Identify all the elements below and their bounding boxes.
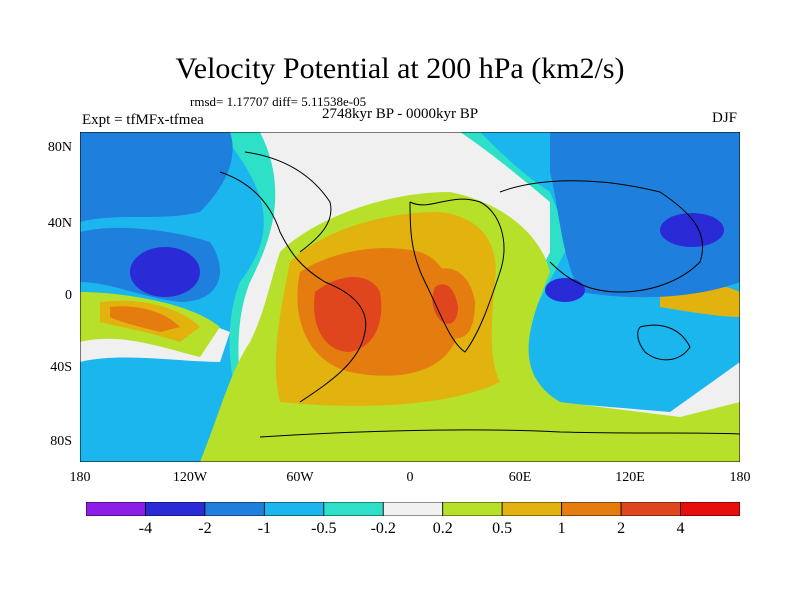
- colorbar-label: -2: [198, 520, 212, 537]
- lon-tick-120e: 120E: [615, 470, 645, 485]
- colorbar: [86, 502, 740, 516]
- colorbar-label: 2: [617, 520, 626, 537]
- colorbar-swatch: [501, 502, 563, 516]
- lon-tick-180w: 180: [69, 470, 91, 485]
- colorbar-label: 0.5: [492, 520, 513, 537]
- coastlines: [219, 151, 740, 438]
- map-title: Velocity Potential at 200 hPa (km2/s): [175, 52, 625, 85]
- contour-minimum-west-pacific: [660, 213, 724, 247]
- contour-minimum-pacific: [130, 247, 200, 297]
- colorbar-label: -0.2: [370, 520, 396, 537]
- season-label: DJF: [712, 110, 738, 126]
- lon-tick-180e: 180: [729, 470, 751, 485]
- colorbar-swatch: [680, 502, 740, 516]
- colorbar-label: -4: [138, 520, 153, 537]
- period-label: 2748kyr BP - 0000kyr BP: [322, 106, 479, 122]
- stats-label: rmsd= 1.17707 diff= 5.11538e-05: [190, 94, 367, 109]
- lon-tick-60w: 60W: [286, 470, 314, 485]
- colorbar-label: 4: [676, 520, 685, 537]
- colorbar-swatch: [263, 502, 325, 516]
- contour-negative-ne: [550, 132, 740, 298]
- colorbar-swatch: [561, 502, 622, 516]
- experiment-label: Expt = tfMFx-tfmea: [82, 112, 204, 128]
- contour-minimum-indian: [545, 278, 585, 302]
- colorbar-swatch: [442, 502, 503, 516]
- colorbar-swatch: [145, 502, 206, 516]
- colorbar-label: -1: [257, 520, 272, 537]
- lat-tick-40s: 40S: [50, 360, 72, 375]
- contour-positive-west-high: [110, 306, 180, 332]
- colorbar-swatch: [86, 502, 146, 516]
- contour-negative-nw: [80, 132, 233, 222]
- lon-tick-120w: 120W: [172, 470, 208, 485]
- lat-tick-40n: 40N: [47, 216, 72, 231]
- colorbar-label: -0.5: [311, 520, 337, 537]
- colorbar-swatch: [382, 502, 444, 516]
- lon-tick-60e: 60E: [508, 470, 532, 485]
- velocity-potential-map: [80, 132, 740, 462]
- lat-tick-80n: 80N: [47, 140, 72, 155]
- lat-tick-0: 0: [65, 288, 72, 303]
- colorbar-label: 0.2: [432, 520, 453, 537]
- lon-tick-0: 0: [406, 470, 414, 485]
- contour-positive-max-africa: [432, 284, 458, 324]
- colorbar-swatch: [620, 502, 681, 516]
- lat-tick-80s: 80S: [50, 434, 72, 449]
- colorbar-label: 1: [557, 520, 566, 537]
- colorbar-swatch: [204, 502, 265, 516]
- colorbar-swatch: [323, 502, 384, 516]
